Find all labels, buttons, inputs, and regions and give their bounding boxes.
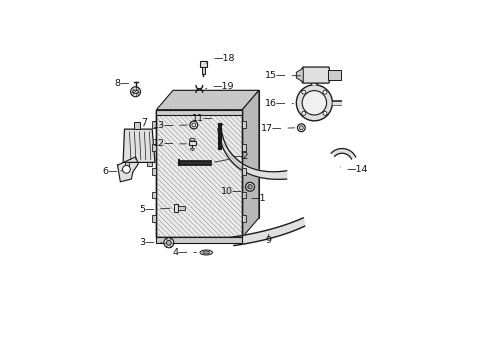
Circle shape bbox=[323, 90, 326, 94]
Polygon shape bbox=[331, 149, 355, 159]
Circle shape bbox=[189, 121, 197, 129]
Bar bbox=[152, 168, 156, 175]
Text: 13—: 13— bbox=[152, 121, 187, 130]
Circle shape bbox=[247, 185, 252, 189]
Text: 8—: 8— bbox=[114, 79, 135, 92]
Bar bbox=[242, 192, 246, 198]
Circle shape bbox=[299, 126, 303, 130]
Circle shape bbox=[297, 124, 305, 132]
Text: 7: 7 bbox=[141, 118, 146, 127]
Circle shape bbox=[245, 183, 254, 191]
Bar bbox=[156, 237, 242, 243]
Polygon shape bbox=[242, 90, 259, 237]
Text: 12—: 12— bbox=[152, 139, 186, 148]
Text: 4—: 4— bbox=[172, 248, 196, 257]
Polygon shape bbox=[117, 157, 138, 182]
Bar bbox=[189, 141, 195, 145]
Bar bbox=[147, 162, 151, 166]
Bar bbox=[177, 206, 184, 210]
Text: 15—: 15— bbox=[264, 71, 300, 80]
Polygon shape bbox=[123, 129, 155, 162]
Bar bbox=[242, 144, 246, 151]
Ellipse shape bbox=[132, 90, 138, 93]
Text: 3—: 3— bbox=[139, 238, 162, 247]
Bar bbox=[327, 70, 340, 80]
Bar bbox=[152, 144, 156, 151]
Text: 6—: 6— bbox=[102, 167, 122, 176]
Bar bbox=[242, 121, 246, 128]
Circle shape bbox=[296, 85, 332, 121]
Circle shape bbox=[163, 238, 173, 248]
Text: —19: —19 bbox=[205, 82, 233, 91]
Circle shape bbox=[130, 87, 140, 97]
Text: —18: —18 bbox=[206, 54, 234, 63]
Bar bbox=[152, 121, 156, 128]
Circle shape bbox=[301, 112, 305, 115]
FancyBboxPatch shape bbox=[302, 67, 328, 83]
Bar bbox=[202, 67, 205, 74]
Bar bbox=[152, 192, 156, 198]
Ellipse shape bbox=[203, 251, 209, 254]
Ellipse shape bbox=[189, 138, 195, 141]
Polygon shape bbox=[156, 90, 259, 110]
Bar bbox=[134, 122, 140, 129]
Bar bbox=[125, 162, 129, 166]
Text: —1: —1 bbox=[244, 194, 265, 203]
Text: 11—: 11— bbox=[191, 113, 218, 123]
Circle shape bbox=[301, 90, 305, 94]
Text: 16—: 16— bbox=[264, 99, 293, 108]
Text: —14: —14 bbox=[340, 165, 367, 174]
Bar bbox=[242, 215, 246, 222]
Circle shape bbox=[122, 166, 130, 173]
Circle shape bbox=[323, 112, 326, 115]
Text: —2: —2 bbox=[214, 152, 249, 162]
Text: 9: 9 bbox=[265, 234, 271, 244]
Circle shape bbox=[302, 91, 326, 115]
Ellipse shape bbox=[200, 250, 212, 255]
Circle shape bbox=[166, 240, 171, 245]
Polygon shape bbox=[231, 218, 304, 246]
Polygon shape bbox=[296, 68, 303, 82]
Text: 5—: 5— bbox=[139, 205, 170, 214]
Text: 10—: 10— bbox=[221, 187, 249, 196]
Bar bbox=[156, 110, 242, 237]
Circle shape bbox=[191, 123, 195, 127]
Bar bbox=[152, 215, 156, 222]
Polygon shape bbox=[218, 129, 286, 179]
Polygon shape bbox=[173, 90, 259, 218]
Text: 17—: 17— bbox=[261, 124, 294, 133]
Bar bbox=[174, 204, 177, 212]
Ellipse shape bbox=[190, 148, 194, 150]
Bar bbox=[242, 168, 246, 175]
Bar bbox=[200, 61, 206, 67]
Bar bbox=[156, 110, 242, 237]
Bar bbox=[156, 110, 242, 115]
